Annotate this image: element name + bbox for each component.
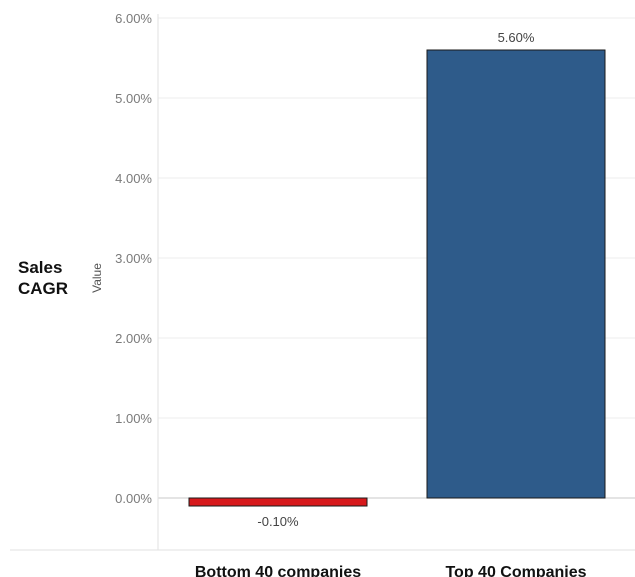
y-tick-label: 4.00% (115, 171, 152, 186)
y-tick-label: 0.00% (115, 491, 152, 506)
bars (188, 49, 606, 507)
category-labels: Bottom 40 companies Top 40 Companies (195, 564, 587, 577)
y-tick-label: 3.00% (115, 251, 152, 266)
row-header-line-1: Sales (18, 258, 62, 277)
row-header-line-2: CAGR (18, 279, 68, 298)
data-label: 5.60% (498, 30, 535, 45)
y-tick-labels: 0.00% 1.00% 2.00% 3.00% 4.00% 5.00% 6.00% (115, 11, 152, 506)
bar (426, 49, 606, 499)
y-tick-label: 6.00% (115, 11, 152, 26)
bar (188, 497, 368, 507)
data-labels: -0.10% 5.60% (257, 30, 534, 529)
y-tick-label: 1.00% (115, 411, 152, 426)
y-tick-label: 2.00% (115, 331, 152, 346)
x-category-label: Bottom 40 companies (195, 564, 361, 577)
y-axis-title: Value (90, 263, 104, 293)
gridlines (158, 17, 635, 499)
y-tick-label: 5.00% (115, 91, 152, 106)
data-label: -0.10% (257, 514, 299, 529)
x-category-label: Top 40 Companies (445, 564, 586, 577)
